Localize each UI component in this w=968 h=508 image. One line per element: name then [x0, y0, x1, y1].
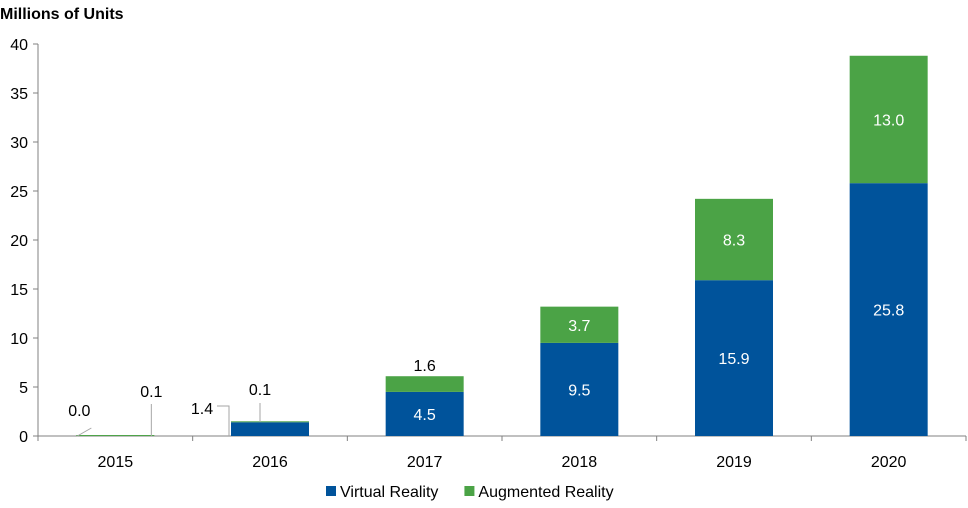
y-tick-label: 5 — [19, 380, 28, 397]
y-tick-label: 15 — [10, 282, 28, 299]
data-label-virtual-reality: 25.8 — [873, 303, 904, 320]
x-tick-label: 2016 — [252, 454, 288, 471]
bar-virtual-reality — [849, 183, 928, 436]
data-label-augmented-reality: 0.1 — [140, 384, 162, 401]
data-label-virtual-reality: 9.5 — [568, 382, 590, 399]
y-tick-label: 10 — [10, 331, 28, 348]
leader-line — [217, 405, 230, 436]
legend-label: Augmented Reality — [478, 484, 613, 501]
legend-swatch — [464, 486, 475, 496]
bar-augmented-reality — [695, 198, 773, 281]
data-label-augmented-reality: 0.1 — [249, 382, 271, 399]
data-label-augmented-reality: 1.6 — [414, 358, 436, 375]
data-label-virtual-reality: 0.0 — [68, 403, 90, 420]
leader-line — [77, 427, 92, 437]
bar-virtual-reality — [385, 391, 464, 436]
data-label-augmented-reality: 13.0 — [873, 112, 904, 129]
bar-virtual-reality — [695, 280, 773, 436]
legend: Virtual Reality Augmented Reality — [326, 484, 614, 501]
x-tick-label: 2020 — [871, 454, 907, 471]
legend-label: Virtual Reality — [340, 484, 438, 501]
bar-augmented-reality — [540, 306, 619, 343]
data-labels: 4.5 9.5 3.7 15.9 8.3 25.8 13.0 0.0 0.1 1.4 0.1 1.6 — [68, 112, 904, 437]
y-tick-label: 40 — [10, 37, 28, 54]
bar-virtual-reality — [540, 342, 619, 436]
data-label-virtual-reality: 4.5 — [414, 407, 436, 424]
bar-augmented-reality — [231, 421, 309, 423]
x-tick-label: 2019 — [716, 454, 752, 471]
y-axis: 0 5 10 15 20 25 30 35 40 — [10, 37, 39, 446]
y-tick-label: 35 — [10, 86, 28, 103]
y-tick-label: 30 — [10, 135, 28, 152]
x-tick-label: 2018 — [562, 454, 598, 471]
bar-augmented-reality — [385, 376, 464, 392]
y-tick-label: 20 — [10, 233, 28, 250]
bar-virtual-reality — [231, 422, 309, 436]
x-tick-label: 2015 — [98, 454, 134, 471]
bars — [76, 55, 928, 436]
bar-augmented-reality — [849, 55, 928, 184]
data-label-virtual-reality: 1.4 — [191, 401, 213, 418]
x-tick-label: 2017 — [407, 454, 443, 471]
data-label-virtual-reality: 15.9 — [718, 351, 749, 368]
data-label-augmented-reality: 8.3 — [723, 233, 745, 250]
y-tick-label: 0 — [19, 429, 28, 446]
y-tick-label: 25 — [10, 184, 28, 201]
legend-swatch — [326, 486, 336, 496]
data-label-augmented-reality: 3.7 — [568, 318, 590, 335]
y-axis-title: Millions of Units — [0, 6, 124, 23]
x-axis: 2015 2016 2017 2018 2019 2020 — [37, 435, 967, 471]
bar-augmented-reality — [76, 435, 155, 436]
